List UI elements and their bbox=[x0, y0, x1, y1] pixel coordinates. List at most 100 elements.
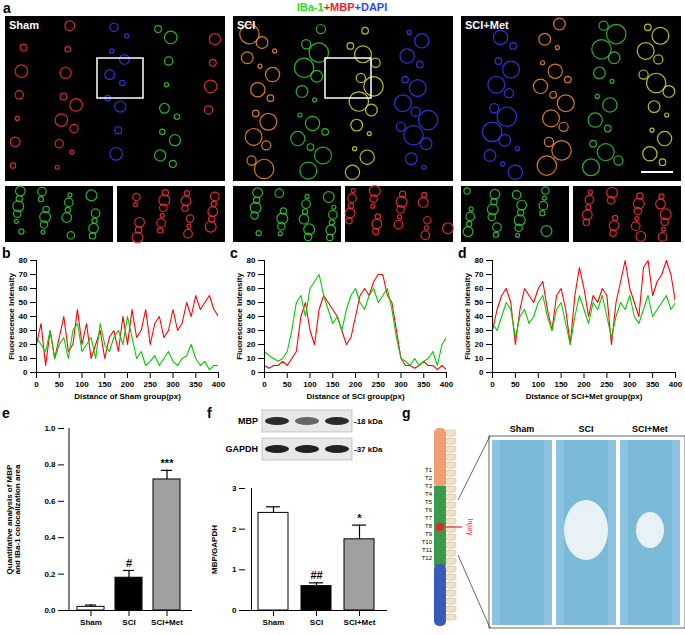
svg-text:T11: T11 bbox=[422, 547, 433, 553]
svg-text:T10: T10 bbox=[422, 539, 433, 545]
svg-text:50: 50 bbox=[283, 380, 292, 389]
svg-text:SCI+Met: SCI+Met bbox=[632, 424, 668, 434]
svg-text:30: 30 bbox=[19, 326, 28, 335]
svg-text:0: 0 bbox=[490, 380, 495, 389]
svg-text:250: 250 bbox=[372, 380, 386, 389]
svg-text:350: 350 bbox=[189, 380, 203, 389]
svg-text:300: 300 bbox=[166, 380, 180, 389]
svg-text:50: 50 bbox=[19, 298, 28, 307]
svg-text:g: g bbox=[402, 405, 411, 421]
svg-text:40: 40 bbox=[475, 312, 484, 321]
svg-text:80: 80 bbox=[19, 256, 28, 265]
svg-text:e: e bbox=[2, 405, 10, 421]
svg-text:0.4: 0.4 bbox=[44, 533, 56, 542]
svg-text:0: 0 bbox=[251, 368, 256, 377]
svg-text:20: 20 bbox=[19, 340, 28, 349]
svg-text:70: 70 bbox=[247, 270, 256, 279]
svg-text:Fluorescence Intensity: Fluorescence Intensity bbox=[7, 273, 16, 360]
svg-text:Sham: Sham bbox=[80, 618, 102, 627]
svg-text:50: 50 bbox=[511, 380, 520, 389]
svg-text:200: 200 bbox=[121, 380, 135, 389]
svg-text:-37 kDa: -37 kDa bbox=[354, 445, 383, 454]
svg-text:GAPDH: GAPDH bbox=[225, 444, 258, 454]
svg-text:T3: T3 bbox=[425, 483, 433, 489]
svg-text:200: 200 bbox=[577, 380, 591, 389]
svg-text:0: 0 bbox=[23, 368, 28, 377]
svg-text:150: 150 bbox=[98, 380, 112, 389]
svg-text:0: 0 bbox=[232, 606, 237, 615]
svg-text:f: f bbox=[207, 405, 212, 421]
svg-text:250: 250 bbox=[144, 380, 158, 389]
svg-text:200: 200 bbox=[349, 380, 363, 389]
svg-text:Distance of SCI group(px): Distance of SCI group(px) bbox=[306, 392, 405, 401]
svg-text:100: 100 bbox=[303, 380, 317, 389]
svg-text:30: 30 bbox=[475, 326, 484, 335]
svg-text:100: 100 bbox=[532, 380, 546, 389]
svg-text:400: 400 bbox=[440, 380, 454, 389]
svg-text:1: 1 bbox=[232, 565, 237, 574]
svg-text:100: 100 bbox=[75, 380, 89, 389]
svg-text:60: 60 bbox=[475, 284, 484, 293]
svg-text:Sham: Sham bbox=[263, 618, 285, 627]
svg-text:T12: T12 bbox=[422, 555, 433, 561]
svg-text:-18 kDa: -18 kDa bbox=[354, 417, 383, 426]
svg-text:Distance of SCI+Met group(px): Distance of SCI+Met group(px) bbox=[526, 392, 643, 401]
svg-text:Injury: Injury bbox=[466, 518, 474, 536]
svg-text:***: *** bbox=[161, 457, 175, 469]
svg-text:50: 50 bbox=[55, 380, 64, 389]
svg-text:MBP: MBP bbox=[238, 416, 258, 426]
svg-text:SCI+Met: SCI+Met bbox=[344, 618, 376, 627]
svg-text:Distance of Sham group(px): Distance of Sham group(px) bbox=[74, 392, 181, 401]
svg-text:a: a bbox=[3, 0, 11, 16]
svg-text:30: 30 bbox=[247, 326, 256, 335]
svg-text:T4: T4 bbox=[425, 491, 433, 497]
svg-text:50: 50 bbox=[247, 298, 256, 307]
svg-text:Fluorescence Intensity: Fluorescence Intensity bbox=[463, 273, 472, 360]
svg-text:250: 250 bbox=[600, 380, 614, 389]
svg-text:Quantitative analysis of MBPan: Quantitative analysis of MBPand IBa-1 co… bbox=[5, 464, 22, 574]
svg-text:SCI: SCI bbox=[310, 618, 323, 627]
svg-text:SCI+Met: SCI+Met bbox=[465, 19, 509, 31]
svg-text:0.2: 0.2 bbox=[44, 570, 56, 579]
svg-text:350: 350 bbox=[417, 380, 431, 389]
svg-text:0.0: 0.0 bbox=[44, 606, 56, 615]
svg-text:40: 40 bbox=[19, 312, 28, 321]
svg-text:60: 60 bbox=[19, 284, 28, 293]
svg-text:T5: T5 bbox=[425, 499, 433, 505]
svg-text:400: 400 bbox=[212, 380, 226, 389]
svg-text:300: 300 bbox=[623, 380, 637, 389]
svg-text:T2: T2 bbox=[425, 475, 433, 481]
svg-text:300: 300 bbox=[394, 380, 408, 389]
svg-text:MBP/GAPDH: MBP/GAPDH bbox=[210, 525, 219, 574]
svg-text:150: 150 bbox=[554, 380, 568, 389]
svg-text:b: b bbox=[2, 245, 11, 261]
svg-text:20: 20 bbox=[475, 340, 484, 349]
svg-text:SCI: SCI bbox=[237, 19, 255, 31]
svg-text:70: 70 bbox=[475, 270, 484, 279]
svg-text:20: 20 bbox=[247, 340, 256, 349]
svg-text:IBa-1+MBP+DAPI: IBa-1+MBP+DAPI bbox=[297, 1, 388, 13]
svg-text:d: d bbox=[458, 245, 467, 261]
svg-text:0.6: 0.6 bbox=[44, 497, 56, 506]
svg-text:400: 400 bbox=[669, 380, 683, 389]
svg-text:60: 60 bbox=[247, 284, 256, 293]
svg-text:#: # bbox=[126, 557, 132, 569]
svg-text:0: 0 bbox=[479, 368, 484, 377]
svg-text:0.8: 0.8 bbox=[44, 460, 56, 469]
svg-text:*: * bbox=[357, 512, 362, 524]
svg-text:SCI+Met: SCI+Met bbox=[151, 618, 183, 627]
svg-text:c: c bbox=[230, 245, 238, 261]
svg-text:350: 350 bbox=[646, 380, 660, 389]
svg-text:T9: T9 bbox=[425, 531, 433, 537]
svg-text:Fluorescence Intensity: Fluorescence Intensity bbox=[235, 273, 244, 360]
svg-text:150: 150 bbox=[326, 380, 340, 389]
svg-text:10: 10 bbox=[475, 354, 484, 363]
svg-text:50: 50 bbox=[475, 298, 484, 307]
svg-text:T7: T7 bbox=[425, 515, 433, 521]
svg-text:70: 70 bbox=[19, 270, 28, 279]
svg-text:Sham: Sham bbox=[510, 424, 535, 434]
svg-text:SCI: SCI bbox=[122, 618, 135, 627]
svg-text:Sham: Sham bbox=[9, 19, 39, 31]
svg-text:T1: T1 bbox=[425, 467, 433, 473]
svg-text:80: 80 bbox=[475, 256, 484, 265]
